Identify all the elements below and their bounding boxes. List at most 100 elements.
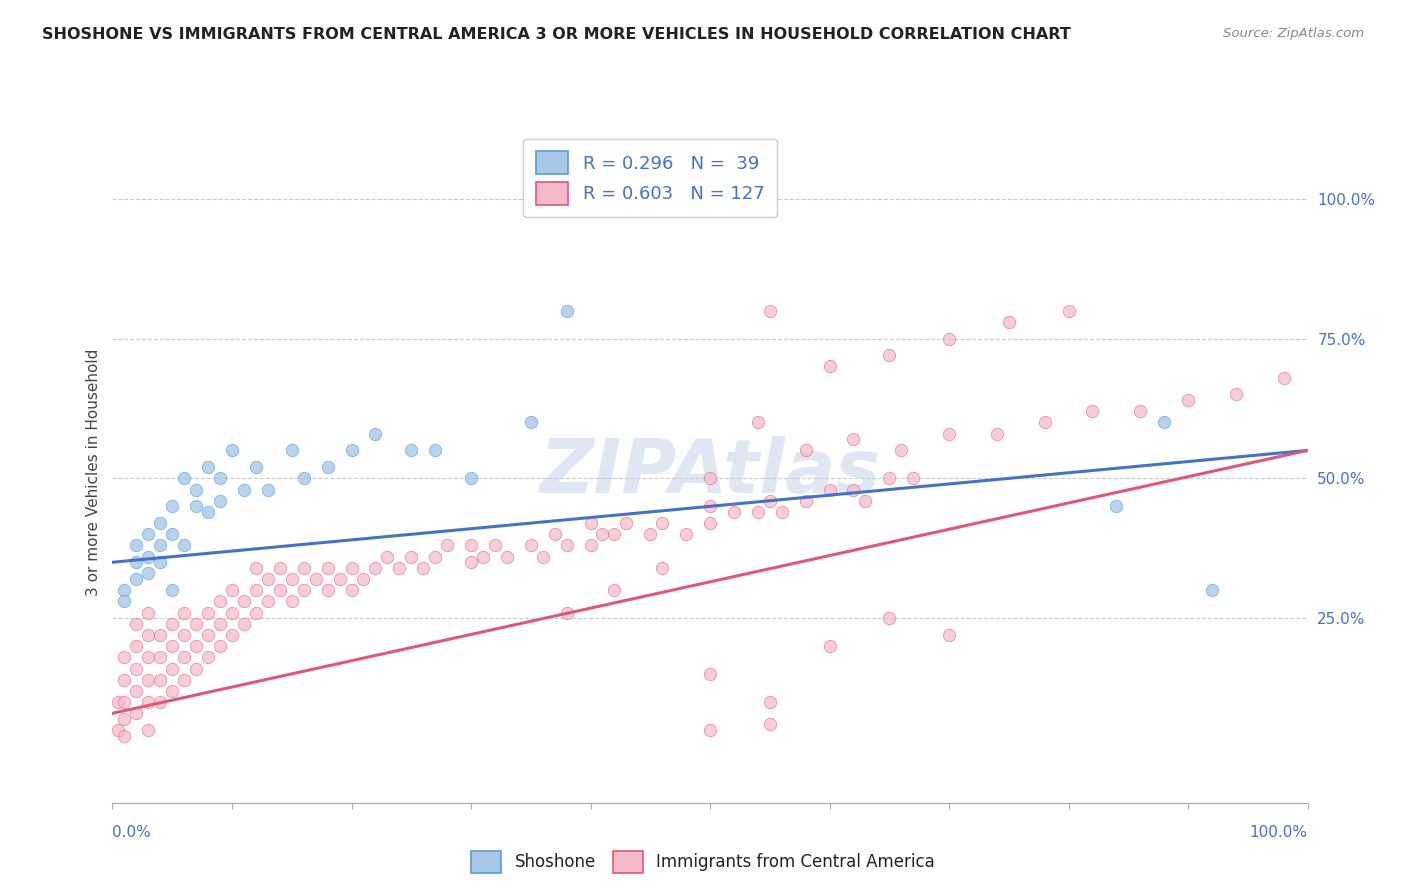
Point (114, 583, 135, 598)
Point (794, 443, 817, 458)
Point (281, 572, 304, 586)
Text: Source: ZipAtlas.com: Source: ZipAtlas.com (1223, 27, 1364, 40)
Point (460, 539, 482, 553)
Point (699, 723, 721, 737)
Point (138, 606, 160, 620)
Point (723, 505, 745, 519)
Point (138, 566, 160, 581)
Point (197, 628, 219, 642)
Point (232, 483, 256, 497)
Point (316, 561, 339, 575)
Point (1057, 303, 1080, 318)
Point (162, 661, 183, 675)
Point (818, 359, 841, 374)
Point (149, 695, 172, 709)
Point (316, 460, 339, 475)
Point (232, 616, 256, 631)
Point (364, 561, 387, 575)
Point (186, 661, 208, 675)
Point (138, 650, 160, 665)
Point (1225, 387, 1247, 401)
Point (245, 583, 267, 598)
Point (208, 639, 231, 653)
Point (197, 606, 219, 620)
Point (675, 527, 697, 541)
Point (938, 331, 960, 345)
Point (125, 539, 148, 553)
Point (425, 549, 447, 564)
Point (401, 549, 423, 564)
Point (107, 723, 129, 737)
Point (603, 527, 626, 541)
Point (903, 471, 925, 485)
Point (651, 561, 673, 575)
Point (759, 493, 782, 508)
Point (794, 493, 817, 508)
Point (281, 443, 304, 458)
Point (520, 539, 543, 553)
Point (614, 516, 637, 530)
Point (890, 443, 912, 458)
Text: 0.0%: 0.0% (112, 825, 152, 840)
Point (232, 594, 256, 608)
Point (125, 684, 148, 698)
Point (531, 549, 554, 564)
Point (186, 616, 208, 631)
Point (938, 426, 960, 441)
Point (759, 695, 782, 709)
Point (460, 471, 482, 485)
Point (603, 583, 626, 598)
Legend: R = 0.296   N =  39, R = 0.603   N = 127: R = 0.296 N = 39, R = 0.603 N = 127 (523, 138, 778, 218)
Point (555, 606, 578, 620)
Point (245, 460, 267, 475)
Point (125, 706, 148, 721)
Text: ZIPAtlas: ZIPAtlas (540, 436, 880, 509)
Point (877, 348, 900, 362)
Point (245, 606, 267, 620)
Point (340, 583, 363, 598)
Point (543, 527, 565, 541)
Point (425, 443, 447, 458)
Point (699, 516, 721, 530)
Point (257, 572, 280, 586)
Point (292, 471, 315, 485)
Point (173, 628, 195, 642)
Point (125, 555, 148, 569)
Point (340, 561, 363, 575)
Point (208, 594, 231, 608)
Point (138, 527, 160, 541)
Point (257, 594, 280, 608)
Point (125, 616, 148, 631)
Point (173, 673, 195, 687)
Point (986, 426, 1008, 441)
Point (245, 561, 267, 575)
Point (162, 616, 183, 631)
Point (340, 443, 363, 458)
Point (388, 561, 411, 575)
Text: SHOSHONE VS IMMIGRANTS FROM CENTRAL AMERICA 3 OR MORE VEHICLES IN HOUSEHOLD CORR: SHOSHONE VS IMMIGRANTS FROM CENTRAL AMER… (42, 27, 1071, 42)
Point (651, 516, 673, 530)
Point (208, 493, 231, 508)
Point (292, 561, 315, 575)
Point (149, 673, 172, 687)
Point (281, 594, 304, 608)
Point (114, 695, 135, 709)
Point (149, 628, 172, 642)
Point (460, 555, 482, 569)
Point (998, 315, 1021, 329)
Point (842, 483, 865, 497)
Point (770, 505, 793, 519)
Point (496, 549, 519, 564)
Point (149, 650, 172, 665)
Point (162, 639, 183, 653)
Point (328, 572, 352, 586)
Point (149, 516, 172, 530)
Point (638, 527, 662, 541)
Point (125, 661, 148, 675)
Point (412, 561, 434, 575)
Point (197, 460, 219, 475)
Point (269, 561, 291, 575)
Point (699, 500, 721, 514)
Text: 100.0%: 100.0% (1250, 825, 1308, 840)
Point (221, 583, 243, 598)
